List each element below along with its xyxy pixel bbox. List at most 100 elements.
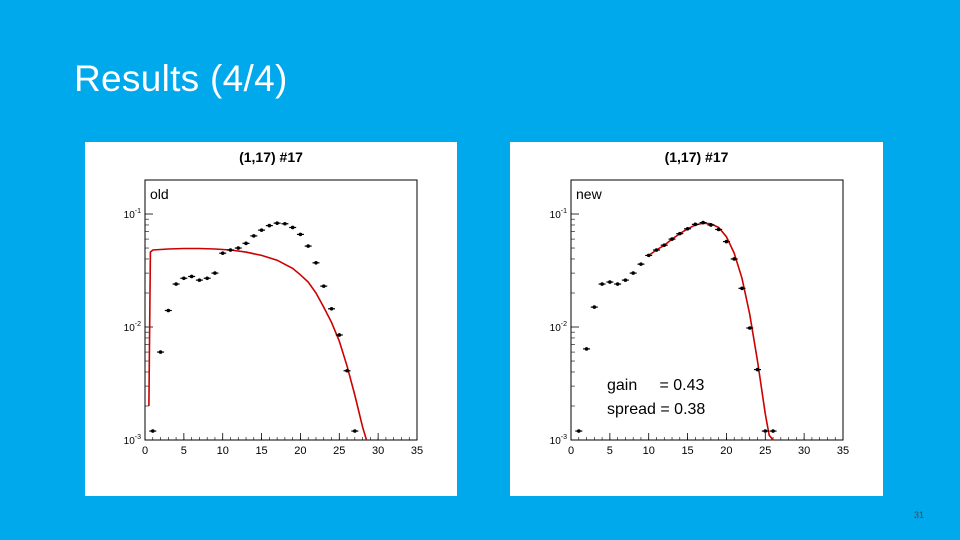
old-xtick-label: 0 — [142, 445, 148, 457]
new-point — [724, 239, 729, 244]
old-xtick-label: 10 — [217, 445, 229, 457]
gain-label: gain — [607, 377, 638, 394]
old-point — [283, 221, 287, 226]
new-point — [639, 262, 643, 266]
new-point — [592, 305, 597, 309]
spread-label: spread — [607, 401, 656, 418]
old-point — [290, 225, 295, 230]
new-xtick-label: 30 — [798, 445, 810, 457]
new-frame — [570, 179, 844, 441]
gain-row: gain = 0.43 — [607, 374, 705, 398]
old-ytick-exponent: -1 — [135, 208, 141, 215]
new-point — [732, 257, 736, 261]
new-point — [771, 429, 775, 433]
old-xtick-label: 15 — [255, 445, 267, 457]
old-point — [306, 244, 310, 248]
plot-title-new: (1,17) #17 — [664, 149, 729, 165]
new-xtick-label: 35 — [837, 445, 849, 457]
old-ytick-label: 10-2 — [124, 321, 141, 334]
spread-eq: = — [660, 401, 670, 418]
new-point — [716, 227, 721, 232]
new-point — [670, 237, 674, 241]
new-point — [615, 282, 620, 286]
new-ytick-label: 10-2 — [550, 321, 567, 334]
old-point — [353, 429, 357, 433]
new-point — [755, 367, 760, 372]
gain-value: 0.43 — [673, 377, 705, 394]
old-xtick-label: 30 — [372, 445, 384, 457]
plot-panel-old: 0 5 10 15 20 25 30 35 10-3 10-2 10-1 (1,17) #17 ol… — [85, 142, 457, 496]
new-ytick-exponent: -2 — [561, 321, 567, 328]
new-point — [740, 286, 744, 291]
new-point — [747, 326, 752, 330]
old-point — [252, 234, 256, 238]
new-ytick-label: 10-3 — [550, 434, 567, 447]
new-point — [701, 220, 705, 225]
new-xtick-label: 10 — [643, 445, 655, 457]
new-xtick-label: 5 — [607, 445, 613, 457]
old-point — [213, 271, 217, 275]
old-point — [244, 241, 248, 246]
fit-parameters: gain = 0.43 spread = 0.38 — [607, 374, 706, 422]
old-point — [298, 232, 303, 237]
new-point — [709, 223, 713, 227]
chart-new: 0 5 10 15 20 25 30 35 10-3 10-2 10-1 — [550, 179, 849, 457]
new-point — [623, 278, 628, 282]
old-point — [150, 429, 155, 433]
new-xtick-label: 25 — [759, 445, 771, 457]
old-point — [345, 368, 349, 373]
label-new: new — [574, 186, 604, 202]
old-xtick-label: 25 — [333, 445, 345, 457]
new-point — [685, 226, 690, 231]
old-point — [314, 261, 318, 265]
plot-title-old: (1,17) #17 — [239, 149, 303, 165]
new-point — [608, 280, 612, 284]
slide-title: Results (4/4) — [74, 58, 288, 99]
chart-old: 0 5 10 15 20 25 30 35 10-3 10-2 10-1 — [124, 179, 423, 457]
label-old: old — [148, 186, 171, 202]
new-point — [631, 271, 635, 275]
old-point — [267, 223, 272, 228]
old-point — [158, 350, 163, 354]
new-xtick-label: 20 — [720, 445, 732, 457]
old-point — [259, 228, 264, 232]
new-ytick-exponent: -1 — [561, 208, 567, 215]
new-point — [654, 248, 659, 252]
old-fit-curve — [148, 247, 368, 441]
old-point — [321, 284, 326, 288]
page-number: 31 — [914, 510, 925, 520]
old-point — [197, 278, 202, 282]
new-ytick-exponent: -3 — [561, 434, 567, 441]
old-xtick-label: 20 — [294, 445, 306, 457]
spread-value: 0.38 — [674, 401, 706, 418]
new-point — [584, 347, 589, 351]
new-point — [600, 282, 604, 286]
old-frame — [144, 179, 418, 441]
old-point — [205, 276, 209, 281]
new-xtick-label: 15 — [681, 445, 693, 457]
new-point — [678, 231, 682, 236]
new-point — [693, 222, 698, 227]
old-point — [220, 251, 225, 255]
plot-panel-new: 0 5 10 15 20 25 30 35 10-3 10-2 10-1 (1,17) #17 ne… — [510, 142, 883, 496]
new-point — [763, 429, 768, 433]
new-point — [646, 253, 651, 258]
old-ytick-exponent: -3 — [135, 434, 141, 441]
old-xtick-label: 35 — [411, 445, 423, 457]
old-xtick-label: 5 — [181, 445, 187, 457]
spread-row: spread = 0.38 — [607, 398, 705, 422]
old-point — [228, 248, 233, 252]
gain-eq: = — [659, 377, 669, 394]
old-point — [189, 274, 194, 279]
old-ytick-exponent: -2 — [135, 321, 141, 328]
old-ytick-label: 10-3 — [124, 434, 141, 447]
old-point — [174, 282, 178, 286]
old-point — [166, 308, 171, 313]
new-point — [576, 429, 581, 433]
old-point — [275, 221, 279, 225]
old-point — [329, 306, 334, 311]
old-point — [182, 276, 186, 281]
old-point — [337, 333, 342, 337]
new-xtick-label: 0 — [568, 445, 574, 457]
new-point — [662, 243, 667, 247]
